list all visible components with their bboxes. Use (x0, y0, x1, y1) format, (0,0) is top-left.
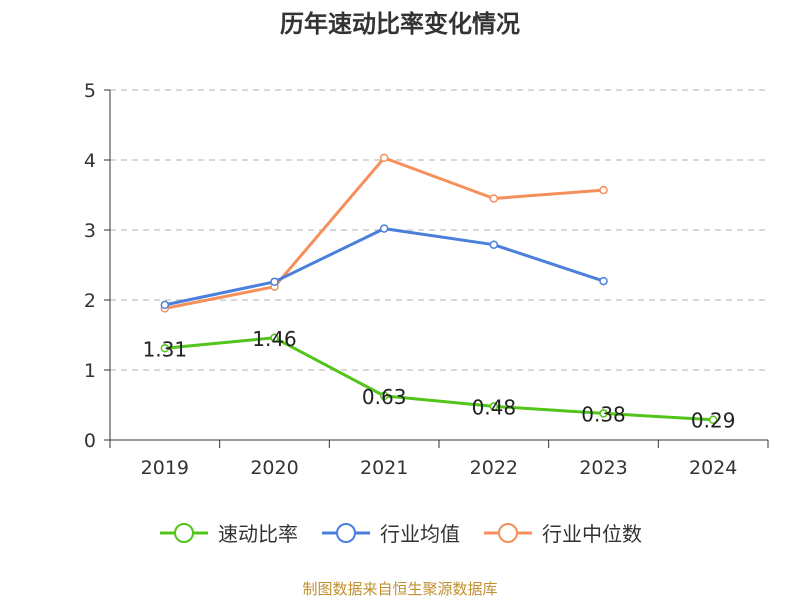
series-layer (160, 153, 718, 424)
series-line (164, 227, 604, 307)
x-tick-label: 2021 (360, 457, 408, 479)
y-tick-label: 4 (84, 150, 96, 172)
x-tick-label: 2023 (579, 457, 627, 479)
legend-line-marker-green (160, 522, 208, 543)
y-tick-label: 5 (84, 80, 96, 102)
legend-label: 行业中位数 (542, 522, 642, 546)
data-label: 0.29 (691, 409, 736, 433)
y-tick-label: 1 (84, 360, 96, 382)
data-point (599, 276, 608, 286)
x-tick-label: 2024 (689, 457, 737, 479)
data-point (160, 300, 170, 310)
legend-item-industry-mean[interactable]: 行业均值 (320, 518, 460, 547)
data-point (160, 344, 170, 353)
legend-label: 行业均值 (380, 522, 460, 546)
data-point (599, 409, 608, 418)
legend-item-quick-ratio[interactable]: 速动比率 (158, 518, 298, 547)
chart-title: 历年速动比率变化情况 (280, 10, 520, 38)
y-tick-label: 3 (84, 220, 96, 242)
data-point (379, 153, 389, 163)
legend-line-marker-blue (322, 522, 370, 543)
data-label: 1.46 (252, 327, 297, 351)
data-label: 1.31 (143, 337, 188, 361)
axis-layer: 0 1 2 3 4 5 2019 2020 2021 2022 2023 2024 (84, 80, 769, 479)
legend: 速动比率 行业均值 行业中位数 (0, 518, 800, 547)
data-point (489, 240, 499, 249)
data-point (599, 185, 608, 195)
series-line (164, 156, 604, 310)
data-label-layer: 1.31 1.46 0.63 0.48 0.38 0.29 (143, 327, 736, 433)
legend-item-industry-median[interactable]: 行业中位数 (482, 518, 642, 547)
data-point (708, 415, 718, 424)
legend-label: 速动比率 (218, 522, 298, 546)
y-tick-label: 2 (84, 290, 96, 312)
data-label: 0.63 (362, 385, 407, 409)
data-point (379, 224, 389, 233)
legend-line-marker-orange (484, 522, 532, 543)
source-note: 制图数据来自恒生聚源数据库 (302, 580, 498, 598)
grid-layer (110, 89, 768, 371)
x-tick-label: 2022 (470, 457, 518, 479)
data-point (270, 333, 279, 343)
series-line (164, 336, 714, 422)
data-point (489, 194, 499, 203)
x-tick-label: 2020 (250, 457, 298, 479)
data-label: 0.38 (581, 402, 626, 426)
y-tick-label: 0 (84, 430, 96, 452)
x-tick-label: 2019 (141, 457, 189, 479)
data-point (379, 391, 389, 401)
data-point (489, 402, 499, 411)
data-label: 0.48 (472, 395, 517, 419)
data-point (270, 277, 279, 287)
